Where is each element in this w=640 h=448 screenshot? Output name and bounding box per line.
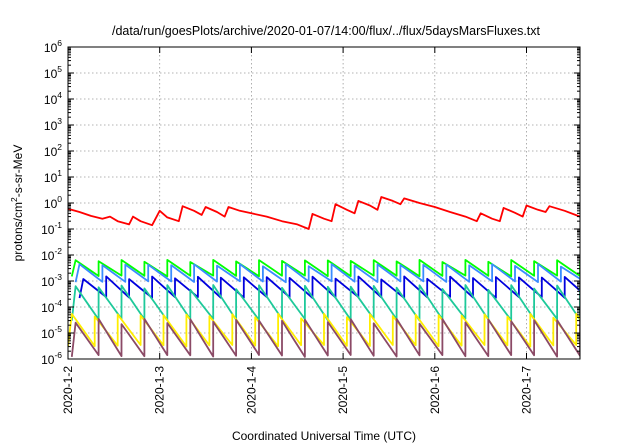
- y-tick-base: 10: [44, 197, 58, 211]
- y-axis-label: protons/cm2-s-sr-MeV: [9, 145, 25, 262]
- y-tick-base: 10: [41, 275, 55, 289]
- chart-title: /data/run/goesPlots/archive/2020-01-07/1…: [112, 24, 541, 38]
- y-tick-label: 103: [44, 116, 62, 133]
- y-tick-base: 10: [41, 301, 55, 315]
- x-tick-label: 2020-1-3: [153, 366, 167, 414]
- y-tick-base: 10: [44, 119, 58, 133]
- x-tick-label: 2020-1-2: [61, 366, 75, 414]
- y-tick-exponent: 5: [57, 64, 62, 74]
- series-line-3: [74, 263, 580, 284]
- y-tick-label: 10-2: [41, 246, 62, 263]
- series-layer: [68, 196, 580, 358]
- y-tick-exponent: -1: [54, 220, 62, 230]
- y-tick-base: 10: [44, 41, 58, 55]
- y-tick-label: 10-6: [41, 350, 62, 367]
- series-line-1: [68, 196, 580, 230]
- y-tick-label: 10-3: [41, 272, 62, 289]
- y-tick-base: 10: [44, 171, 58, 185]
- y-tick-base: 10: [44, 67, 58, 81]
- series-line-2: [70, 259, 580, 278]
- y-tick-exponent: 1: [57, 168, 62, 178]
- y-tick-label: 10-1: [41, 220, 62, 237]
- y-tick-base: 10: [41, 353, 55, 367]
- y-tick-label: 10-4: [41, 298, 62, 315]
- y-tick-exponent: 0: [57, 194, 62, 204]
- x-tick-label: 2020-1-7: [520, 366, 534, 414]
- y-tick-exponent: 4: [57, 90, 62, 100]
- y-tick-exponent: -6: [54, 350, 62, 360]
- series-line-4: [78, 275, 580, 299]
- x-tick-label: 2020-1-4: [244, 366, 258, 414]
- y-tick-label: 10-5: [41, 324, 62, 341]
- x-tick-label: 2020-1-6: [428, 366, 442, 414]
- y-tick-base: 10: [41, 249, 55, 263]
- y-tick-exponent: 2: [57, 142, 62, 152]
- y-tick-label: 104: [44, 90, 62, 107]
- y-tick-label: 105: [44, 64, 62, 81]
- y-tick-label: 102: [44, 142, 62, 159]
- y-tick-exponent: -4: [54, 298, 62, 308]
- y-tick-label: 106: [44, 38, 62, 55]
- y-tick-exponent: -2: [54, 246, 62, 256]
- y-tick-base: 10: [44, 145, 58, 159]
- x-axis-label: Coordinated Universal Time (UTC): [232, 429, 416, 443]
- y-tick-label: 100: [44, 194, 62, 211]
- y-tick-exponent: -5: [54, 324, 62, 334]
- series-line-6: [68, 312, 580, 348]
- y-tick-base: 10: [44, 93, 58, 107]
- y-tick-exponent: 6: [57, 38, 62, 48]
- y-tick-base: 10: [41, 327, 55, 341]
- axis-ticks: 10-610-510-410-310-210-11001011021031041…: [41, 38, 580, 414]
- y-tick-label: 101: [44, 168, 62, 185]
- x-tick-label: 2020-1-5: [336, 366, 350, 414]
- y-tick-base: 10: [41, 223, 55, 237]
- y-tick-exponent: -3: [54, 272, 62, 282]
- series-line-7: [70, 318, 580, 358]
- y-tick-exponent: 3: [57, 116, 62, 126]
